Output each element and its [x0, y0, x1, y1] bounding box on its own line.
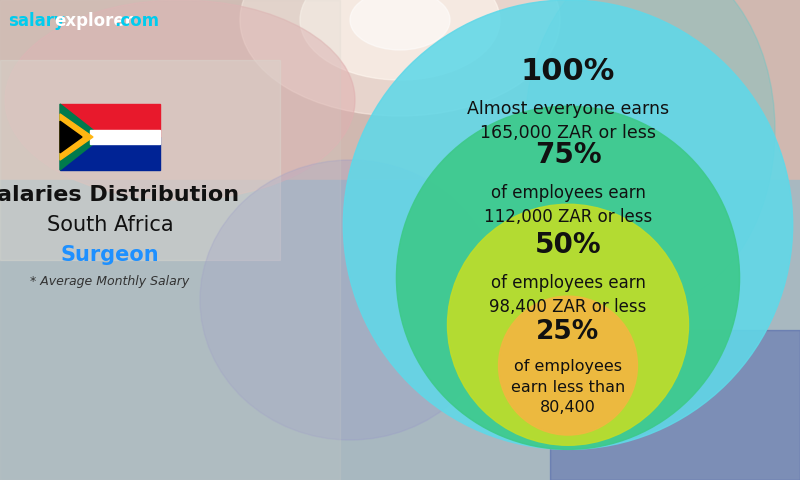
Circle shape — [447, 204, 689, 445]
Bar — [60, 104, 160, 137]
Circle shape — [343, 0, 793, 449]
Bar — [90, 131, 160, 144]
Polygon shape — [60, 104, 102, 170]
Ellipse shape — [350, 0, 450, 50]
Text: 25%: 25% — [536, 319, 600, 345]
Bar — [60, 137, 160, 170]
Ellipse shape — [525, 0, 775, 305]
Ellipse shape — [5, 0, 355, 200]
Text: of employees earn
112,000 ZAR or less: of employees earn 112,000 ZAR or less — [484, 184, 652, 226]
Text: .com: .com — [114, 12, 159, 30]
Ellipse shape — [200, 160, 500, 440]
Circle shape — [498, 296, 638, 435]
Text: of employees
earn less than
80,400: of employees earn less than 80,400 — [511, 360, 625, 415]
Text: explorer: explorer — [54, 12, 133, 30]
Bar — [0, 0, 800, 180]
Text: 75%: 75% — [534, 141, 602, 169]
Polygon shape — [60, 114, 93, 160]
Circle shape — [397, 106, 739, 449]
Bar — [550, 330, 800, 480]
Ellipse shape — [300, 0, 500, 80]
Bar — [0, 180, 800, 480]
Text: 50%: 50% — [534, 231, 602, 259]
Polygon shape — [60, 121, 82, 153]
Bar — [0, 60, 280, 260]
Text: Almost everyone earns
165,000 ZAR or less: Almost everyone earns 165,000 ZAR or les… — [467, 100, 669, 143]
Text: salary: salary — [8, 12, 65, 30]
Text: Salaries Distribution: Salaries Distribution — [0, 185, 239, 205]
Text: * Average Monthly Salary: * Average Monthly Salary — [30, 275, 190, 288]
Text: Surgeon: Surgeon — [61, 245, 159, 265]
Bar — [0, 0, 340, 480]
Text: of employees earn
98,400 ZAR or less: of employees earn 98,400 ZAR or less — [490, 274, 646, 316]
Text: 100%: 100% — [521, 57, 615, 86]
Ellipse shape — [240, 0, 560, 116]
Text: South Africa: South Africa — [46, 215, 174, 235]
